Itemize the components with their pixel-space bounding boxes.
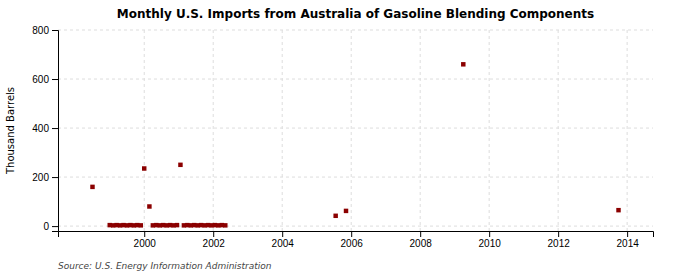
tick: 2004 [272,231,295,249]
tick-mark [52,30,58,31]
tick: 2006 [341,231,364,249]
source-note: Source: U.S. Energy Information Administ… [58,261,272,271]
tick: 400 [32,123,58,134]
tick-mark [489,231,490,237]
grid-line-x [489,30,490,231]
tick-label: 2000 [134,238,157,249]
point [90,185,94,189]
tick: 600 [32,74,58,85]
grid-line-x [627,30,628,231]
tick-mark [420,231,421,237]
tick: 800 [32,25,58,36]
point [223,223,227,227]
grid-line-y [58,226,653,227]
grid-line-x [213,30,214,231]
tick-label: 200 [32,172,49,183]
points [90,62,620,228]
grid-line-x [420,30,421,231]
chart: 2000 2002 2004 2006 2008 2010 2012 2014 0 200 400 6… [0,0,675,275]
title: Monthly U.S. Imports from Australia of G… [117,7,594,21]
tick-label: 800 [32,25,49,36]
tick: 200 [32,172,58,183]
grid-line-x [351,30,352,231]
tick-mark [52,79,58,80]
tick-mark [52,128,58,129]
grid-line-x [558,30,559,231]
y-axis: 0 200 400 600 800 [32,25,58,232]
tick-mark [52,177,58,178]
x-axis: 2000 2002 2004 2006 2008 2010 2012 2014 [59,231,654,249]
point [142,166,146,170]
tick-mark [558,231,559,237]
tick-mark [351,231,352,237]
point [333,214,337,218]
tick-mark [52,226,58,227]
tick-mark [282,231,283,237]
tick: 2014 [617,231,640,249]
plot-area: 2000 2002 2004 2006 2008 2010 2012 2014 0 200 400 6… [32,25,653,249]
point [344,209,348,213]
tick: 2008 [410,231,433,249]
point [616,208,620,212]
grid [58,30,653,231]
grid-line-y [58,30,653,31]
tick-label: 600 [32,74,49,85]
tick-mark [144,231,145,237]
tick-label: 2008 [410,238,433,249]
axis-line [59,232,654,238]
point [147,204,151,208]
tick: 2000 [134,231,157,249]
tick-label: 2010 [479,238,502,249]
tick: 2012 [548,231,571,249]
grid-line-x [282,30,283,231]
tick: 2002 [203,231,226,249]
tick-label: 0 [43,221,49,232]
tick: 2010 [479,231,502,249]
point [139,223,143,227]
tick-label: 2006 [341,238,364,249]
grid-line-x [144,30,145,231]
grid-line-y [58,128,653,129]
grid-line-y [58,177,653,178]
tick-mark [627,231,628,237]
tick: 0 [43,221,58,232]
y-axis-label: Thousand Barrels [5,87,16,175]
tick-label: 2014 [617,238,640,249]
point [461,62,465,66]
axis-line [52,31,59,232]
point [175,223,179,227]
tick-mark [213,231,214,237]
tick-label: 400 [32,123,49,134]
grid-line-y [58,79,653,80]
tick-label: 2004 [272,238,295,249]
tick-label: 2012 [548,238,571,249]
point [178,163,182,167]
tick-label: 2002 [203,238,226,249]
